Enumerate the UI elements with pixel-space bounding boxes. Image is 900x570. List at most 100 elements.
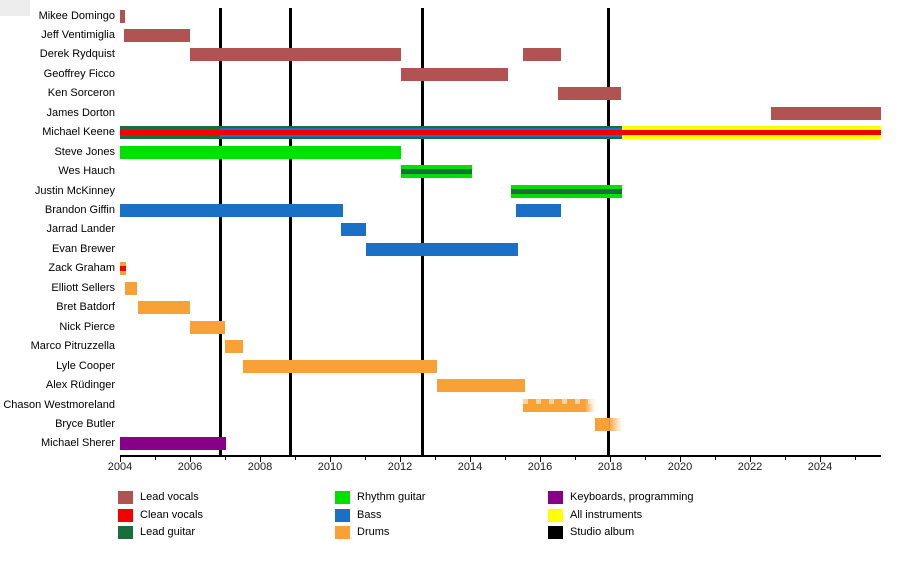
timeline-bar bbox=[771, 106, 881, 120]
timeline-bar bbox=[366, 242, 518, 256]
member-label: Mikee Domingo bbox=[38, 9, 115, 22]
axis-tick bbox=[295, 457, 296, 460]
timeline-bar bbox=[340, 223, 367, 237]
timeline-bar bbox=[120, 9, 126, 23]
timeline-bar bbox=[621, 126, 881, 140]
axis-year-label: 2016 bbox=[527, 461, 553, 473]
member-label: Geoffrey Ficco bbox=[43, 67, 115, 80]
legend-label-rhythm-guitar: Rhythm guitar bbox=[357, 491, 426, 503]
role-stripe-rhythm-guitar bbox=[120, 145, 402, 159]
timeline-bar bbox=[137, 301, 190, 315]
member-label: Lyle Cooper bbox=[56, 359, 115, 372]
legend-label-bass: Bass bbox=[357, 508, 382, 521]
axis-tick bbox=[715, 457, 716, 460]
axis-tick bbox=[225, 457, 226, 460]
role-stripe-lead-vocals bbox=[771, 106, 881, 120]
axis-tick bbox=[365, 457, 366, 460]
axis-year-label: 2006 bbox=[177, 461, 203, 473]
member-label: Bryce Butler bbox=[55, 418, 115, 431]
axis-year-label: 2004 bbox=[107, 461, 133, 473]
legend-swatch-bass bbox=[335, 508, 350, 522]
axis-tick bbox=[155, 457, 156, 460]
legend-swatch-drums bbox=[335, 526, 350, 540]
timeline-bar bbox=[510, 184, 622, 198]
axis-tick bbox=[575, 457, 576, 460]
timeline-bar bbox=[220, 126, 622, 140]
role-stripe-lead-vocals bbox=[522, 48, 561, 62]
axis-tick bbox=[645, 457, 646, 460]
role-stripe-bass bbox=[515, 204, 561, 218]
member-label: Chason Westmoreland bbox=[3, 398, 115, 411]
legend-swatch-clean-vocals bbox=[118, 508, 133, 522]
studio-album-line bbox=[218, 8, 222, 455]
role-stripe-drums bbox=[522, 398, 595, 412]
axis-tick bbox=[400, 457, 401, 462]
legend-label-drums: Drums bbox=[357, 526, 390, 539]
member-label: Brandon Giffin bbox=[44, 204, 115, 217]
role-stripe-bass bbox=[120, 204, 343, 218]
role-stripe-clean-vocals bbox=[621, 130, 881, 136]
legend-swatch-keyboards bbox=[548, 491, 563, 504]
role-stripe-clean-vocals bbox=[120, 130, 221, 136]
axis-tick bbox=[470, 457, 471, 462]
timeline-bar bbox=[594, 418, 622, 432]
axis-tick bbox=[610, 457, 611, 462]
timeline-bar bbox=[120, 126, 221, 140]
member-label: Michael Keene bbox=[42, 126, 115, 139]
member-label: Justin McKinney bbox=[34, 184, 115, 197]
timeline-bar bbox=[242, 359, 438, 373]
axis-tick bbox=[540, 457, 541, 462]
role-stripe-drums bbox=[242, 359, 438, 373]
axis-year-label: 2012 bbox=[387, 461, 413, 473]
timeline-bar bbox=[120, 204, 343, 218]
timeline-bar bbox=[437, 379, 525, 393]
studio-album-line bbox=[607, 8, 611, 455]
role-stripe-drums bbox=[225, 340, 243, 354]
member-label: Michael Sherer bbox=[41, 437, 115, 450]
timeline-bar bbox=[522, 48, 561, 62]
axis-year-label: 2024 bbox=[807, 461, 833, 473]
member-label: Marco Pitruzzella bbox=[30, 340, 115, 353]
timeline-bar bbox=[190, 48, 402, 62]
axis-tick bbox=[120, 457, 121, 462]
role-stripe-drums bbox=[137, 301, 190, 315]
legend-label-clean-vocals: Clean vocals bbox=[140, 508, 203, 521]
legend-swatch-lead-vocals bbox=[118, 491, 133, 504]
axis-tick bbox=[505, 457, 506, 460]
axis-tick bbox=[680, 457, 681, 462]
timeline-bar bbox=[557, 87, 621, 101]
role-stripe-drums bbox=[594, 418, 622, 432]
member-label: Jarrad Lander bbox=[46, 223, 116, 236]
member-label: Evan Brewer bbox=[52, 242, 115, 255]
axis-tick bbox=[855, 457, 856, 460]
timeline-bar bbox=[120, 262, 126, 276]
role-stripe-bass bbox=[340, 223, 367, 237]
studio-album-line bbox=[288, 8, 292, 455]
axis-year-label: 2018 bbox=[597, 461, 623, 473]
timeline-bar bbox=[401, 67, 509, 81]
role-stripe-bass bbox=[366, 242, 518, 256]
role-stripe-lead-guitar bbox=[510, 188, 622, 194]
axis-year-label: 2014 bbox=[457, 461, 483, 473]
axis-tick bbox=[750, 457, 751, 462]
axis-tick bbox=[260, 457, 261, 462]
axis-tick bbox=[785, 457, 786, 460]
member-label: Ken Sorceron bbox=[47, 87, 115, 100]
timeline-bar bbox=[124, 281, 138, 295]
role-stripe-lead-vocals bbox=[120, 9, 126, 23]
member-label: Zack Graham bbox=[48, 262, 115, 275]
role-stripe-drums bbox=[437, 379, 525, 393]
axis-tick bbox=[190, 457, 191, 462]
axis-year-label: 2010 bbox=[317, 461, 343, 473]
legend-label-keyboards: Keyboards, programming bbox=[570, 491, 694, 503]
axis-year-label: 2020 bbox=[667, 461, 693, 473]
member-label: Elliott Sellers bbox=[51, 281, 115, 294]
timeline-bar bbox=[225, 340, 243, 354]
timeline-bar bbox=[120, 437, 227, 451]
corner-artifact bbox=[0, 0, 30, 16]
axis-year-label: 2022 bbox=[737, 461, 763, 473]
role-stripe-drums bbox=[190, 320, 225, 334]
axis-year-label: 2008 bbox=[247, 461, 273, 473]
legend-swatch-studio-album bbox=[548, 526, 563, 540]
role-stripe-lead-vocals bbox=[190, 48, 402, 62]
